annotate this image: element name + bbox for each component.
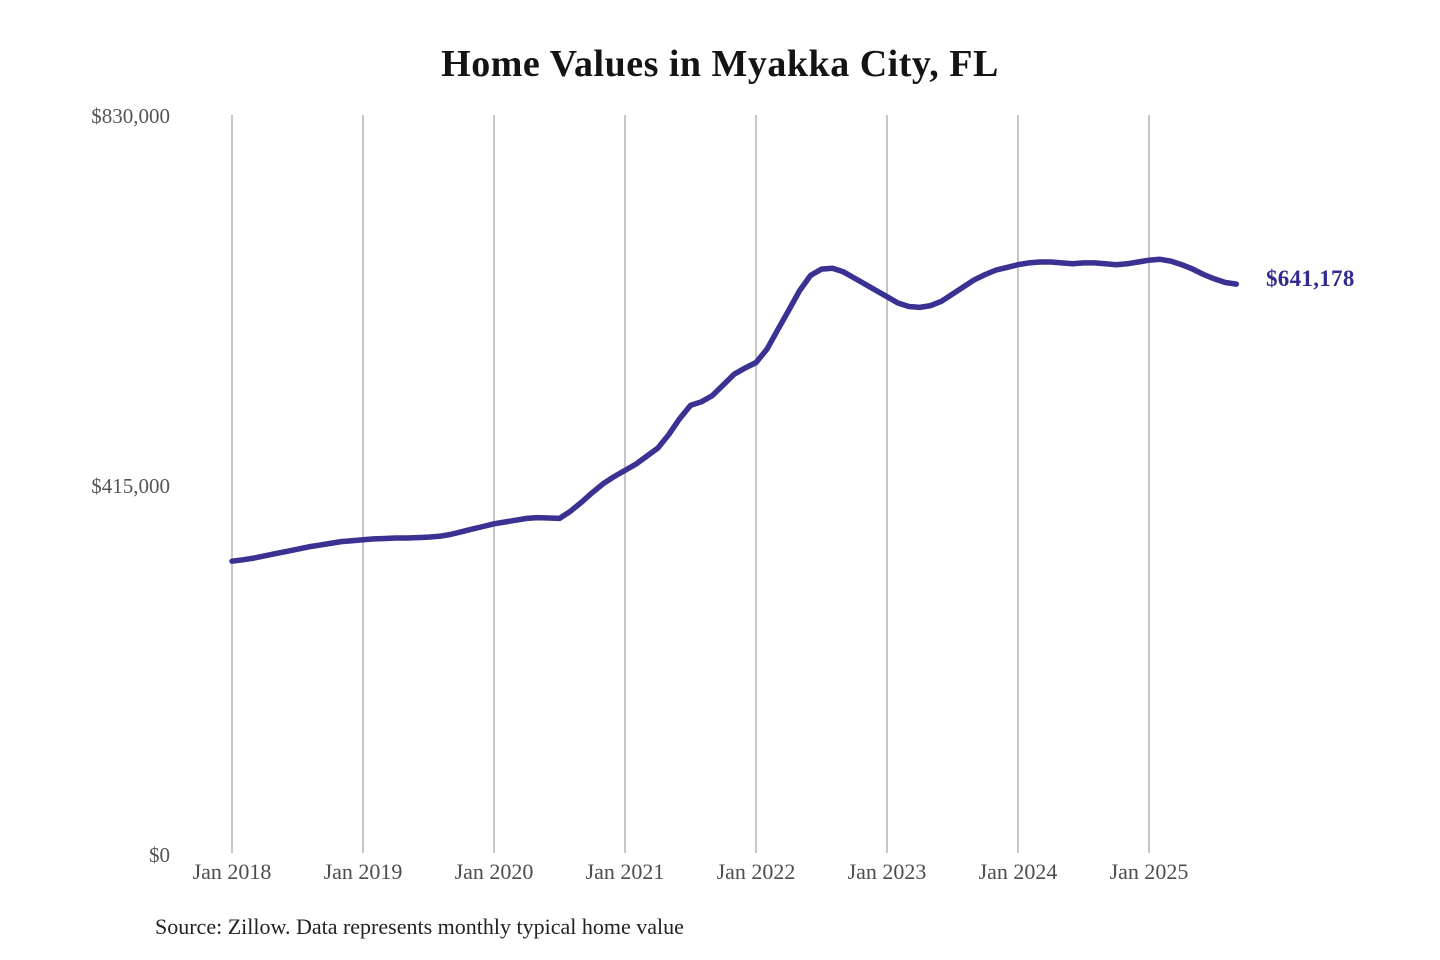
x-tick-label: Jan 2018 (192, 859, 272, 884)
y-tick-label: $415,000 (91, 473, 170, 498)
source-note: Source: Zillow. Data represents monthly … (155, 914, 684, 939)
x-tick-label: Jan 2020 (454, 859, 534, 884)
x-tick-label: Jan 2019 (323, 859, 403, 884)
current-value-label: $641,178 (1266, 266, 1355, 292)
y-tick-label: $830,000 (91, 104, 170, 128)
home-value-line (229, 256, 1240, 564)
x-tick-label: Jan 2022 (716, 859, 796, 884)
x-tick-label: Jan 2025 (1109, 859, 1189, 884)
x-tick-label: Jan 2024 (978, 859, 1058, 884)
y-tick-label: $0 (149, 843, 170, 867)
chart-title: Home Values in Myakka City, FL (441, 43, 999, 85)
x-tick-label: Jan 2021 (585, 859, 665, 884)
x-tick-label: Jan 2023 (847, 859, 927, 884)
